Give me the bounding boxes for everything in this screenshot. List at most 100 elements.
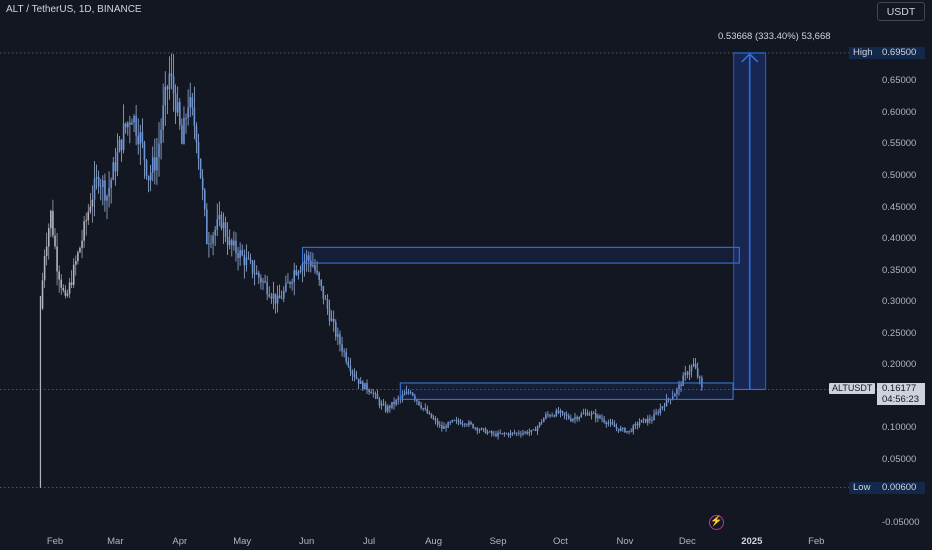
candle xyxy=(158,122,160,177)
candle xyxy=(137,118,139,155)
candle xyxy=(195,122,198,154)
candle xyxy=(108,171,110,208)
candle xyxy=(303,253,306,277)
candle xyxy=(647,415,649,426)
candle xyxy=(102,175,104,206)
candle xyxy=(345,348,347,365)
candle xyxy=(493,430,495,437)
candle xyxy=(626,430,628,434)
candle xyxy=(418,400,420,407)
candle xyxy=(343,348,345,358)
candle xyxy=(599,414,601,420)
time-tick: Mar xyxy=(107,536,124,547)
candle xyxy=(692,358,695,368)
price-tick: 0.30000 xyxy=(882,296,917,308)
candle xyxy=(203,188,206,217)
candle xyxy=(75,255,77,276)
candle xyxy=(247,251,250,260)
candle xyxy=(472,423,474,429)
candle xyxy=(183,106,185,145)
candle xyxy=(488,430,491,433)
candle xyxy=(164,71,167,126)
candle xyxy=(77,250,79,265)
candle xyxy=(45,232,48,266)
candle xyxy=(661,406,664,411)
symbol-title[interactable]: ALT / TetherUS, 1D, BINANCE xyxy=(6,4,142,15)
candle xyxy=(364,383,366,390)
candle xyxy=(287,273,289,284)
candle xyxy=(62,284,65,293)
candle xyxy=(401,390,404,403)
candle xyxy=(299,265,302,274)
price-tick: 0.25000 xyxy=(882,327,917,339)
candle xyxy=(214,225,216,246)
candle xyxy=(143,140,146,179)
time-tick: Feb xyxy=(46,536,64,547)
candle xyxy=(555,408,558,418)
candle xyxy=(382,398,385,406)
zones[interactable] xyxy=(302,246,740,400)
candle xyxy=(366,379,368,394)
candle xyxy=(468,419,470,428)
candle xyxy=(297,269,300,280)
candle xyxy=(93,161,96,217)
support-zone-box[interactable] xyxy=(399,382,734,400)
candle xyxy=(520,430,522,438)
time-tick: Jul xyxy=(363,536,376,547)
last-price: 0.16177 xyxy=(882,383,917,394)
candle xyxy=(114,147,117,186)
candle xyxy=(81,229,83,259)
candle xyxy=(374,391,377,400)
measure-tool[interactable] xyxy=(733,52,767,391)
candle xyxy=(574,413,576,424)
time-tick: Sep xyxy=(489,536,507,547)
low-value: 0.00600 xyxy=(877,482,925,494)
candle xyxy=(280,290,283,300)
low-label: Low xyxy=(849,482,877,494)
candle xyxy=(445,423,447,432)
candle xyxy=(341,336,343,357)
candle xyxy=(426,405,429,414)
candle xyxy=(268,286,271,298)
candle xyxy=(255,265,258,275)
measure-arrow-head xyxy=(741,52,759,63)
candle xyxy=(592,411,595,414)
resistance-zone-box[interactable] xyxy=(302,246,740,264)
candle xyxy=(220,211,223,231)
candle xyxy=(145,158,148,180)
currency-button[interactable]: USDT xyxy=(877,2,925,21)
high-value: 0.69500 xyxy=(877,47,925,59)
candle xyxy=(181,118,183,145)
candle xyxy=(226,222,229,255)
candle xyxy=(407,388,410,395)
candle xyxy=(580,411,583,419)
candle xyxy=(538,422,541,428)
candle xyxy=(222,212,225,245)
candle xyxy=(332,310,335,332)
candle xyxy=(241,244,243,257)
candle xyxy=(216,203,219,237)
candle xyxy=(597,413,599,423)
candle xyxy=(231,238,233,257)
candle xyxy=(434,416,437,425)
time-tick: Apr xyxy=(172,536,188,547)
time-tick: Dec xyxy=(678,536,696,547)
lightning-bolt-icon[interactable]: ⚡ xyxy=(709,515,724,530)
candle xyxy=(106,194,108,220)
candle xyxy=(124,122,127,134)
candle xyxy=(187,89,189,126)
candle xyxy=(210,234,212,249)
candle xyxy=(289,280,291,289)
candle xyxy=(466,423,468,427)
candle xyxy=(603,415,605,424)
candle xyxy=(540,419,543,425)
candle xyxy=(197,133,200,170)
candle xyxy=(624,427,626,433)
candle xyxy=(245,244,248,272)
candle xyxy=(293,262,295,296)
candle xyxy=(547,411,549,418)
candle xyxy=(70,270,73,289)
candle xyxy=(235,232,237,262)
candle xyxy=(272,281,275,310)
